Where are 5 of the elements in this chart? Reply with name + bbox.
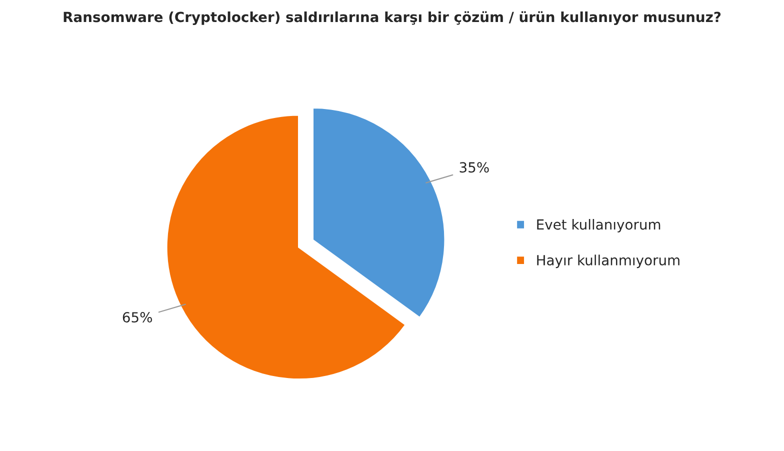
data-label: 35% xyxy=(460,162,489,173)
data-label: 65% xyxy=(122,312,152,323)
legend-label: Evet kullanıyorum xyxy=(537,218,660,232)
chart-title: Ransomware (Cryptolocker) saldırılarına karşı bir çözüm / ürün kullanıyor musunuz? xyxy=(64,11,721,26)
legend-label: Hayır kullanmıyorum xyxy=(537,254,680,268)
